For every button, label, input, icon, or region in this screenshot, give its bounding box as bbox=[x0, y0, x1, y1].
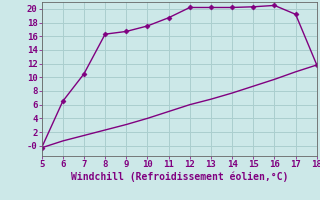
X-axis label: Windchill (Refroidissement éolien,°C): Windchill (Refroidissement éolien,°C) bbox=[70, 172, 288, 182]
